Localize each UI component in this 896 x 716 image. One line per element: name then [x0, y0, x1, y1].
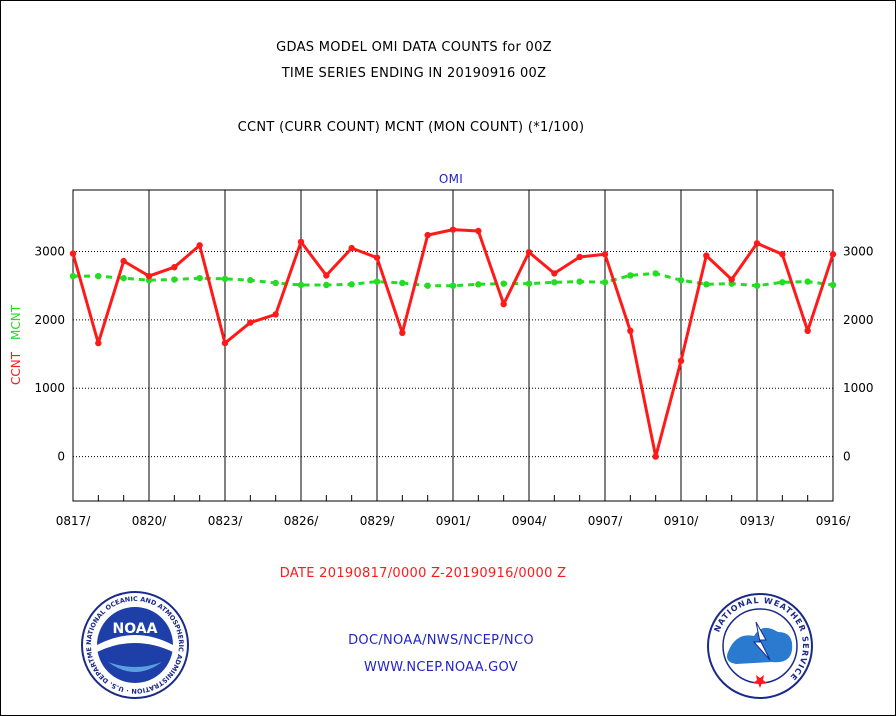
- data-point-mcnt: [247, 277, 254, 284]
- tick-labels: 0 0 1000 1000 2000 2000 3000 3000 0817/0820/0823…: [34, 245, 873, 528]
- data-point-ccnt: [145, 272, 153, 280]
- y-tick-label-right: 0: [843, 450, 851, 464]
- panel-label: OMI: [438, 172, 464, 186]
- data-point-ccnt: [677, 357, 685, 365]
- x-tick-label: 0913/: [740, 514, 776, 528]
- x-tick-label: 0820/: [132, 514, 168, 528]
- data-point-mcnt: [120, 274, 127, 282]
- data-point-mcnt: [525, 280, 533, 287]
- y-axis-label-mcnt: MCNT: [9, 304, 23, 340]
- y-tick-label-right: 3000: [843, 245, 874, 259]
- data-point-mcnt: [753, 282, 761, 289]
- x-tick-label: 0907/: [588, 514, 624, 528]
- data-point-ccnt: [297, 238, 305, 246]
- y-tick-label-right: 2000: [843, 313, 874, 327]
- data-point-ccnt: [829, 251, 837, 258]
- data-point-ccnt: [728, 276, 735, 283]
- footer-org: DOC/NOAA/NWS/NCEP/NCO: [348, 633, 534, 648]
- data-point-ccnt: [601, 251, 609, 258]
- data-point-mcnt: [804, 278, 811, 285]
- data-point-mcnt: [221, 275, 229, 283]
- data-point-mcnt: [297, 281, 305, 289]
- data-point-ccnt: [475, 227, 482, 235]
- data-point-ccnt: [69, 250, 77, 257]
- data-point-ccnt: [753, 240, 761, 247]
- data-point-ccnt: [449, 226, 457, 233]
- data-point-ccnt: [703, 252, 710, 259]
- data-point-mcnt: [348, 281, 355, 288]
- data-point-mcnt: [399, 279, 406, 287]
- x-tick-label: 0904/: [512, 514, 548, 528]
- data-point-mcnt: [703, 281, 710, 288]
- data-point-ccnt: [500, 300, 507, 308]
- data-point-ccnt: [525, 249, 533, 256]
- y-tick-label-left: 0: [57, 450, 65, 464]
- noaa-logo: NOAA NATIONAL OCEANIC AND ATMOSPHERIC AD…: [80, 590, 189, 699]
- data-point-ccnt: [652, 453, 659, 460]
- y-tick-label-right: 1000: [843, 381, 874, 395]
- data-point-ccnt: [323, 272, 330, 279]
- data-point-ccnt: [171, 264, 178, 271]
- data-point-mcnt: [449, 282, 457, 289]
- data-point-ccnt: [247, 319, 254, 326]
- chart-title-line1: GDAS MODEL OMI DATA COUNTS for 00Z: [276, 40, 552, 55]
- data-point-ccnt: [779, 251, 786, 258]
- x-tick-label: 0823/: [208, 514, 244, 528]
- y-tick-label-left: 1000: [34, 381, 65, 395]
- data-point-mcnt: [829, 281, 837, 289]
- data-point-ccnt: [221, 339, 229, 347]
- data-point-mcnt: [272, 279, 279, 287]
- data-point-mcnt: [779, 279, 786, 286]
- data-point-ccnt: [627, 327, 634, 335]
- x-tick-label: 0901/: [436, 514, 472, 528]
- footer-url: WWW.NCEP.NOAA.GOV: [363, 660, 519, 675]
- data-point-ccnt: [196, 242, 203, 249]
- data-point-ccnt: [95, 339, 102, 347]
- data-point-ccnt: [348, 244, 355, 252]
- data-point-mcnt: [677, 277, 685, 284]
- data-point-mcnt: [69, 272, 77, 280]
- data-point-mcnt: [551, 279, 558, 286]
- data-point-mcnt: [95, 272, 102, 280]
- data-point-mcnt: [500, 280, 507, 287]
- data-point-ccnt: [120, 257, 127, 265]
- plot-frame: [72, 189, 834, 502]
- y-tick-label-left: 2000: [34, 313, 65, 327]
- noaa-logo-text: NOAA: [113, 621, 158, 637]
- data-point-mcnt: [323, 281, 330, 289]
- data-point-ccnt: [272, 311, 279, 318]
- data-point-ccnt: [551, 270, 558, 277]
- data-point-mcnt: [373, 278, 381, 285]
- series: [69, 226, 837, 460]
- x-tick-label: 0817/: [56, 514, 92, 528]
- data-point-mcnt: [424, 282, 431, 289]
- data-point-ccnt: [399, 329, 406, 337]
- grid: [72, 190, 834, 501]
- data-point-ccnt: [804, 327, 811, 335]
- nws-logo: NATIONAL WEATHER SERVICE: [707, 593, 813, 699]
- y-axis-label-ccnt: CCNT: [9, 351, 23, 385]
- chart-title-line2: TIME SERIES ENDING IN 20190916 00Z: [281, 66, 547, 81]
- x-tick-label: 0916/: [816, 514, 852, 528]
- data-point-mcnt: [601, 279, 609, 286]
- data-point-ccnt: [424, 231, 431, 239]
- data-point-mcnt: [576, 278, 583, 285]
- y-tick-label-left: 3000: [34, 245, 65, 259]
- data-point-mcnt: [652, 270, 659, 277]
- data-point-ccnt: [373, 254, 381, 261]
- data-point-mcnt: [196, 274, 203, 282]
- data-point-ccnt: [576, 253, 583, 261]
- data-point-mcnt: [627, 272, 634, 279]
- x-tick-label: 0829/: [360, 514, 396, 528]
- x-tick-label: 0826/: [284, 514, 320, 528]
- chart-subtitle: CCNT (CURR COUNT) MCNT (MON COUNT) (*1/1…: [237, 120, 585, 135]
- x-tick-label: 0910/: [664, 514, 700, 528]
- date-range-label: DATE 20190817/0000 Z-20190916/0000 Z: [279, 566, 567, 581]
- data-point-mcnt: [171, 276, 178, 283]
- data-point-mcnt: [475, 281, 482, 288]
